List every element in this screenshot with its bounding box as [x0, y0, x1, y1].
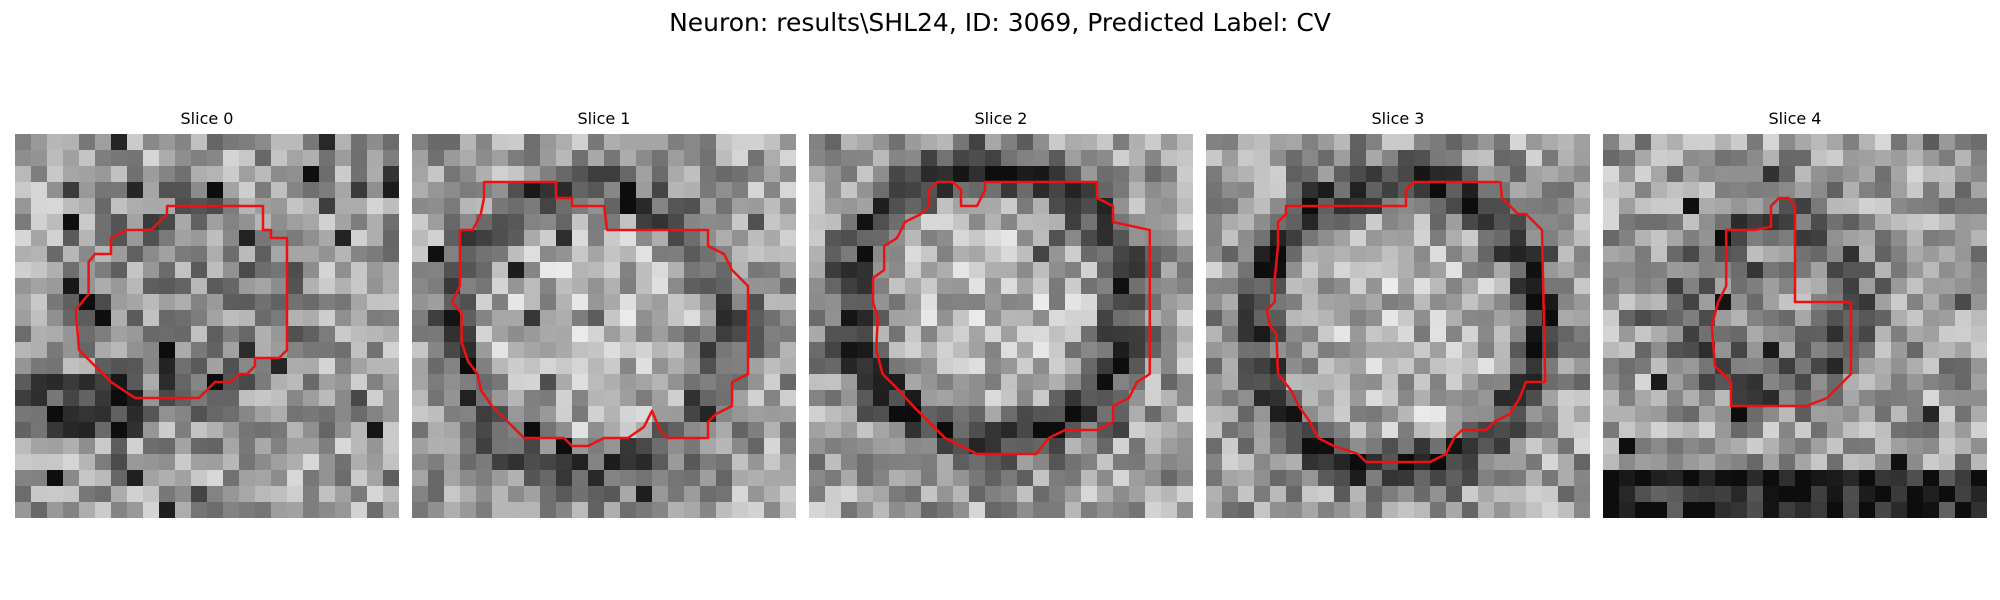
- slice-image-2: [809, 134, 1193, 518]
- contour-outline-2: [871, 180, 1152, 456]
- slice-title-4: Slice 4: [1768, 109, 1822, 128]
- contour-outline-0: [74, 204, 289, 400]
- slice-title-1: Slice 1: [577, 109, 631, 128]
- slice-title-2: Slice 2: [974, 109, 1028, 128]
- contour-outline-1: [450, 180, 750, 448]
- slice-image-1: [412, 134, 796, 518]
- contour-outline-4: [1710, 196, 1853, 408]
- slice-image-3: [1206, 134, 1590, 518]
- figure-title: Neuron: results\SHL24, ID: 3069, Predict…: [669, 8, 1331, 37]
- slice-title-3: Slice 3: [1371, 109, 1425, 128]
- slice-image-4: [1603, 134, 1987, 518]
- slice-title-0: Slice 0: [180, 109, 234, 128]
- slice-image-0: [15, 134, 399, 518]
- contour-outline-3: [1265, 180, 1547, 464]
